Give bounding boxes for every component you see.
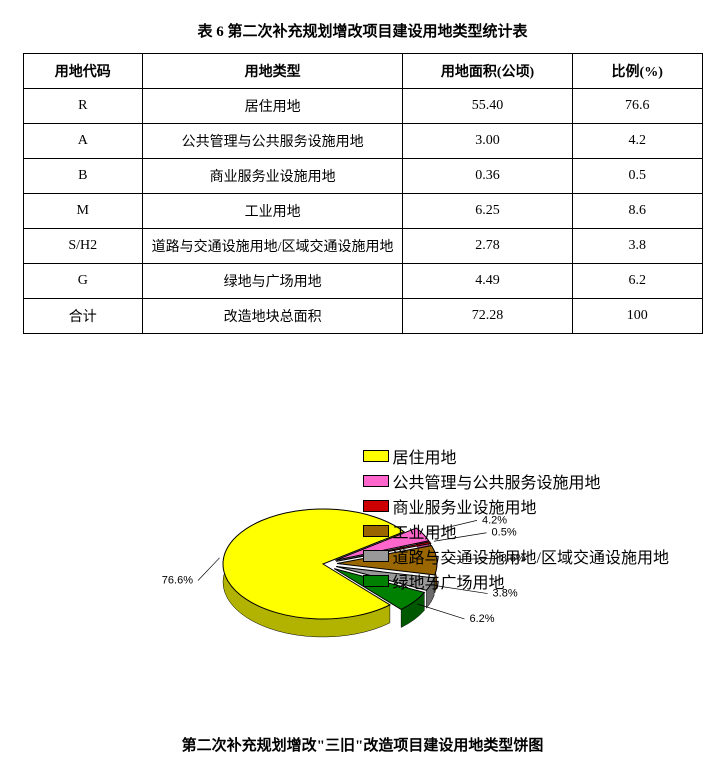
cell-type: 道路与交通设施用地/区域交通设施用地 — [143, 229, 403, 264]
legend-label: 公共管理与公共服务设施用地 — [393, 469, 601, 493]
table-row: M工业用地6.258.6 — [23, 194, 702, 229]
table-row: S/H2道路与交通设施用地/区域交通设施用地2.783.8 — [23, 229, 702, 264]
cell-type: 工业用地 — [143, 194, 403, 229]
table-header-row: 用地代码 用地类型 用地面积(公顷) 比例(%) — [23, 54, 702, 89]
col-code: 用地代码 — [23, 54, 143, 89]
cell-ratio: 3.8 — [572, 229, 702, 264]
cell-ratio: 4.2 — [572, 124, 702, 159]
table-title: 表 6 第二次补充规划增改项目建设用地类型统计表 — [20, 20, 705, 41]
col-area: 用地面积(公顷) — [403, 54, 573, 89]
slice-label: 76.6% — [161, 575, 192, 587]
cell-code: A — [23, 124, 143, 159]
col-ratio: 比例(%) — [572, 54, 702, 89]
slice-label: 6.2% — [469, 613, 494, 625]
legend-swatch — [363, 450, 389, 462]
legend-label: 绿地与广场用地 — [393, 569, 505, 593]
cell-area: 6.25 — [403, 194, 573, 229]
table-row: 合计改造地块总面积72.28100 — [23, 299, 702, 334]
land-use-table: 用地代码 用地类型 用地面积(公顷) 比例(%) R居住用地55.4076.6A… — [23, 53, 703, 334]
label-leader — [198, 558, 220, 581]
cell-area: 3.00 — [403, 124, 573, 159]
cell-code: S/H2 — [23, 229, 143, 264]
legend-label: 商业服务业设施用地 — [393, 494, 537, 518]
cell-code: G — [23, 264, 143, 299]
cell-ratio: 6.2 — [572, 264, 702, 299]
legend-item: 工业用地 — [363, 519, 669, 543]
legend-swatch — [363, 475, 389, 487]
label-leader — [417, 604, 464, 619]
table-row: A公共管理与公共服务设施用地3.004.2 — [23, 124, 702, 159]
cell-area: 4.49 — [403, 264, 573, 299]
legend-item: 道路与交通设施用地/区域交通设施用地 — [363, 544, 669, 568]
cell-type: 商业服务业设施用地 — [143, 159, 403, 194]
legend-item: 公共管理与公共服务设施用地 — [363, 469, 669, 493]
legend-item: 居住用地 — [363, 444, 669, 468]
legend-item: 商业服务业设施用地 — [363, 494, 669, 518]
cell-code: R — [23, 89, 143, 124]
table-row: R居住用地55.4076.6 — [23, 89, 702, 124]
cell-ratio: 8.6 — [572, 194, 702, 229]
col-type: 用地类型 — [143, 54, 403, 89]
cell-type: 绿地与广场用地 — [143, 264, 403, 299]
cell-code: B — [23, 159, 143, 194]
cell-area: 0.36 — [403, 159, 573, 194]
legend-label: 工业用地 — [393, 519, 457, 543]
legend-label: 居住用地 — [393, 444, 457, 468]
cell-ratio: 0.5 — [572, 159, 702, 194]
cell-type: 改造地块总面积 — [143, 299, 403, 334]
cell-type: 公共管理与公共服务设施用地 — [143, 124, 403, 159]
legend: 居住用地公共管理与公共服务设施用地商业服务业设施用地工业用地道路与交通设施用地/… — [363, 444, 669, 594]
chart-area: 居住用地公共管理与公共服务设施用地商业服务业设施用地工业用地道路与交通设施用地/… — [23, 444, 703, 709]
legend-label: 道路与交通设施用地/区域交通设施用地 — [393, 544, 669, 568]
cell-code: M — [23, 194, 143, 229]
cell-ratio: 100 — [572, 299, 702, 334]
cell-area: 55.40 — [403, 89, 573, 124]
cell-code: 合计 — [23, 299, 143, 334]
table-row: B商业服务业设施用地0.360.5 — [23, 159, 702, 194]
cell-type: 居住用地 — [143, 89, 403, 124]
legend-swatch — [363, 525, 389, 537]
cell-area: 72.28 — [403, 299, 573, 334]
legend-swatch — [363, 550, 389, 562]
cell-ratio: 76.6 — [572, 89, 702, 124]
legend-swatch — [363, 575, 389, 587]
legend-item: 绿地与广场用地 — [363, 569, 669, 593]
cell-area: 2.78 — [403, 229, 573, 264]
legend-swatch — [363, 500, 389, 512]
chart-caption: 第二次补充规划增改"三旧"改造项目建设用地类型饼图 — [20, 734, 705, 755]
table-row: G绿地与广场用地4.496.2 — [23, 264, 702, 299]
